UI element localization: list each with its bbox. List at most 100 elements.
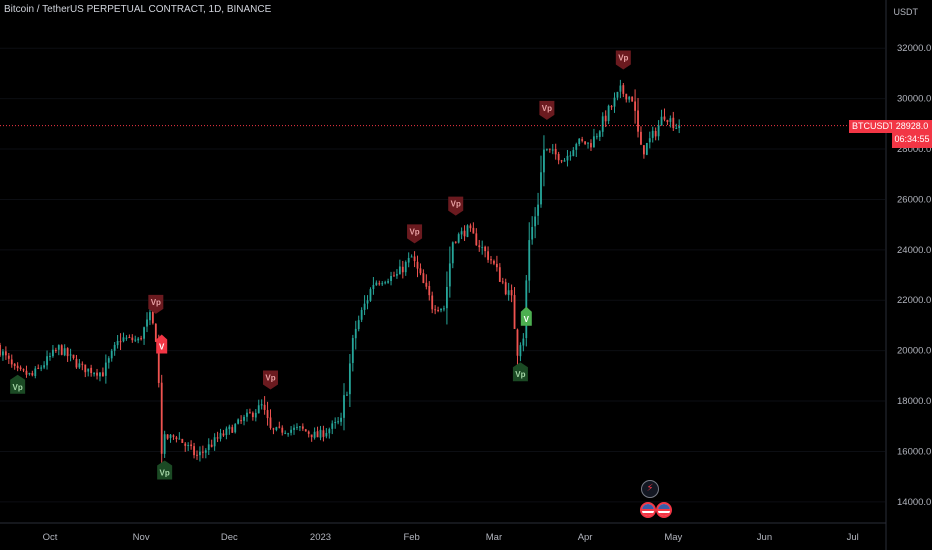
candle (493, 259, 495, 266)
candle-body (298, 426, 301, 428)
candle-body (246, 412, 248, 417)
candle-body (378, 283, 381, 285)
candle-body (545, 148, 548, 150)
candle-body (234, 424, 237, 433)
candle (269, 409, 272, 430)
candle-body (654, 131, 657, 137)
lightning-icon[interactable]: ⚡ (641, 480, 659, 498)
candle (316, 426, 319, 438)
candle-body (301, 426, 304, 429)
candle-body (249, 412, 251, 414)
candle (93, 371, 95, 377)
flag-icon[interactable] (656, 502, 672, 518)
candle (154, 323, 157, 342)
candle (2, 349, 4, 361)
candle (448, 246, 451, 298)
candle (140, 335, 143, 341)
candle (57, 344, 60, 356)
candle-body (172, 435, 175, 437)
candle (475, 228, 478, 246)
candle-body (57, 345, 60, 350)
candle (407, 252, 410, 268)
candle (22, 368, 25, 373)
candle (343, 383, 345, 431)
candle (184, 442, 187, 452)
candle-body (154, 323, 157, 342)
candle-body (531, 226, 534, 240)
candle-body (572, 150, 575, 157)
candle (304, 428, 307, 432)
candle-body (454, 241, 457, 243)
y-tick-label: 20000.0 (897, 346, 931, 357)
candle-body (504, 282, 507, 295)
candle (648, 131, 651, 149)
candle (310, 434, 313, 442)
candle (422, 269, 425, 284)
candle-body (13, 363, 16, 367)
candle-body (184, 443, 187, 446)
candle-body (225, 428, 228, 436)
candle (63, 344, 66, 357)
candle-body (278, 426, 281, 428)
candle-body (84, 364, 87, 373)
candle (78, 359, 81, 369)
y-tick-label: 28000.0 (897, 144, 931, 155)
candle-body (404, 262, 407, 273)
candle (634, 89, 636, 124)
candle-body (369, 289, 372, 301)
candle (113, 342, 116, 356)
signal-tag-shape (448, 196, 464, 216)
candle-body (675, 128, 678, 130)
flag-icon[interactable] (640, 502, 656, 518)
candle-body (651, 130, 654, 138)
candle-body (413, 256, 416, 262)
candle (410, 254, 413, 258)
candle (284, 430, 287, 435)
candle (534, 207, 537, 239)
candle-body (166, 434, 169, 439)
candle (351, 334, 354, 372)
x-tick-label: Apr (578, 532, 593, 543)
candle (0, 342, 1, 357)
candle-body (340, 417, 342, 422)
candle-body (510, 290, 513, 296)
candle (340, 412, 342, 426)
candle (298, 426, 301, 432)
candle-body (625, 93, 628, 100)
last-price-tag: 28928.0 06:34:55 (892, 120, 932, 148)
y-tick-label: 26000.0 (897, 194, 931, 205)
candle-body (43, 365, 46, 368)
candle-body (507, 290, 510, 295)
candle (52, 345, 54, 358)
x-tick-label: Mar (486, 532, 502, 543)
candle-body (457, 234, 460, 243)
candle-body (393, 275, 395, 277)
candle-body (401, 266, 404, 273)
candle-body (54, 349, 57, 351)
candle (425, 274, 428, 290)
candle-body (337, 421, 340, 423)
candle-body (566, 155, 569, 161)
candle (587, 142, 589, 149)
candle (281, 425, 284, 436)
candle (66, 347, 69, 362)
candle-body (460, 231, 463, 235)
candle (375, 280, 378, 286)
candle-body (637, 110, 639, 132)
candle (251, 411, 254, 421)
candle (466, 224, 469, 238)
candle-body (281, 427, 284, 433)
candle-body (78, 363, 81, 368)
candle-body (554, 148, 557, 155)
candle (107, 356, 110, 369)
candle-body (416, 261, 419, 269)
candle (454, 241, 457, 244)
signal-marker: Vp (407, 224, 423, 244)
candle (237, 418, 240, 425)
candle-body (325, 432, 328, 437)
candle (210, 439, 213, 448)
candle-body (237, 419, 240, 424)
candle (4, 346, 7, 360)
candle (119, 333, 122, 350)
